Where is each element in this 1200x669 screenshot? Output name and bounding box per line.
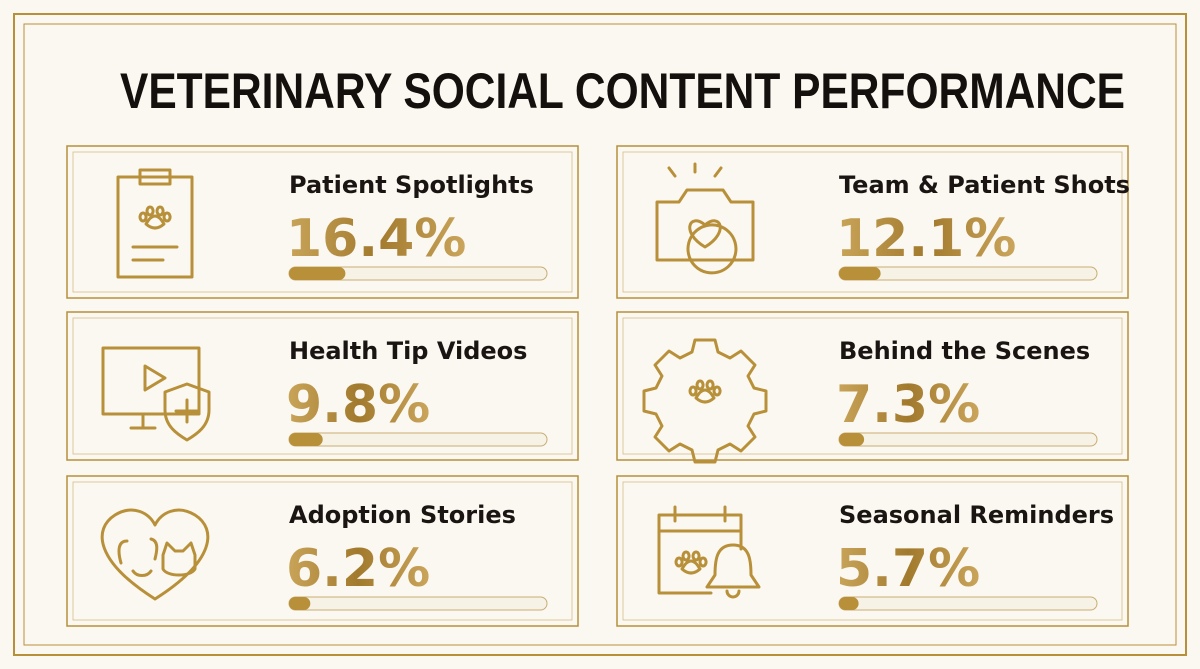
card-frame — [616, 311, 1129, 461]
icon — [642, 338, 768, 464]
bar — [289, 433, 323, 446]
bar-track — [288, 432, 548, 447]
bar — [289, 597, 311, 610]
card-frame-inner — [622, 151, 1123, 293]
cards: Patient Spotlights 16.4% Team & Patient Sh… — [66, 145, 1130, 627]
card-frame-inner — [622, 317, 1123, 455]
card-frame — [66, 145, 579, 299]
icon — [116, 168, 194, 279]
bar-track — [288, 596, 548, 611]
bar — [839, 267, 881, 280]
category-label: Seasonal Reminders — [839, 501, 1114, 529]
inner-border — [23, 23, 1177, 646]
value-label: 9.8% — [286, 375, 430, 435]
card-frame — [66, 475, 579, 627]
value-label: 6.2% — [286, 539, 430, 599]
icon — [100, 508, 210, 601]
card: Seasonal Reminders 5.7% — [616, 475, 1129, 627]
chart-title: VETERINARY SOCIAL CONTENT PERFORMANCE — [120, 63, 1125, 119]
bar — [839, 597, 859, 610]
bar-track — [838, 432, 1098, 447]
icon — [101, 346, 211, 442]
card-frame-inner — [72, 151, 573, 293]
value-label: 5.7% — [836, 539, 980, 599]
outer-border — [13, 13, 1187, 656]
category-label: Behind the Scenes — [839, 337, 1090, 365]
card-frame-inner — [72, 317, 573, 455]
bar-track — [838, 596, 1098, 611]
card: Team & Patient Shots 12.1% — [616, 145, 1130, 299]
category-label: Health Tip Videos — [289, 337, 527, 365]
card-frame-inner — [72, 481, 573, 621]
card-frame-inner — [622, 481, 1123, 621]
category-label: Patient Spotlights — [289, 171, 534, 199]
icon — [657, 505, 761, 599]
value-label: 12.1% — [836, 209, 1016, 269]
card: Adoption Stories 6.2% — [66, 475, 579, 627]
value-label: 16.4% — [286, 209, 466, 269]
icon — [655, 162, 755, 275]
category-label: Team & Patient Shots — [839, 171, 1130, 199]
bar — [839, 433, 865, 446]
card: Patient Spotlights 16.4% — [66, 145, 579, 299]
card-frame — [616, 145, 1129, 299]
card-frame — [616, 475, 1129, 627]
card: Health Tip Videos 9.8% — [66, 311, 579, 461]
card: Behind the Scenes 7.3% — [616, 311, 1129, 464]
category-label: Adoption Stories — [289, 501, 516, 529]
bar — [289, 267, 346, 280]
card-frame — [66, 311, 579, 461]
value-label: 7.3% — [836, 375, 980, 435]
